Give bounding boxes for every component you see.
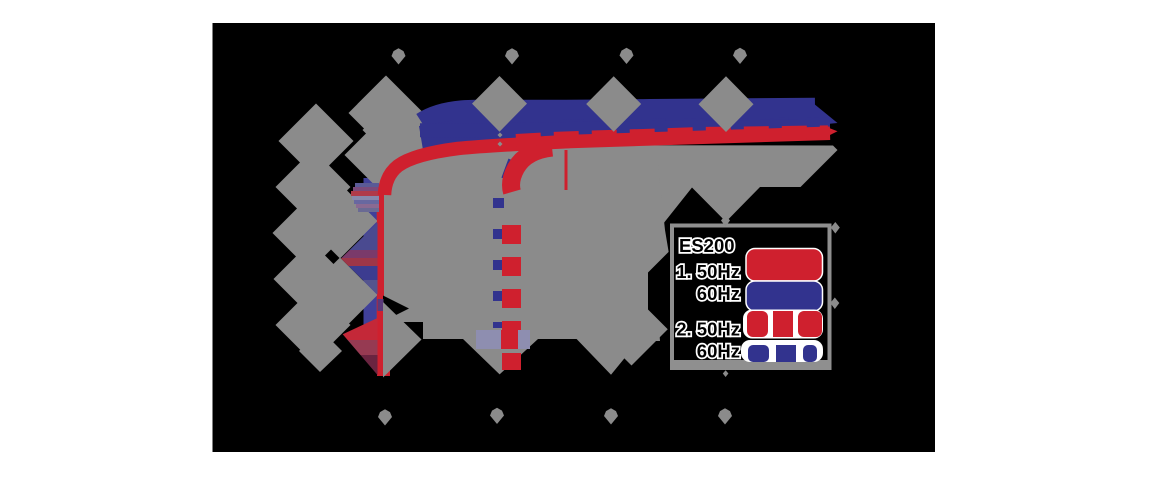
svg-text:1. 50Hz: 1. 50Hz xyxy=(676,261,740,282)
svg-text:60Hz: 60Hz xyxy=(697,341,740,362)
svg-text:60Hz: 60Hz xyxy=(697,283,740,304)
svg-text:2. 50Hz: 2. 50Hz xyxy=(676,319,740,340)
svg-text:ES200: ES200 xyxy=(679,235,735,256)
